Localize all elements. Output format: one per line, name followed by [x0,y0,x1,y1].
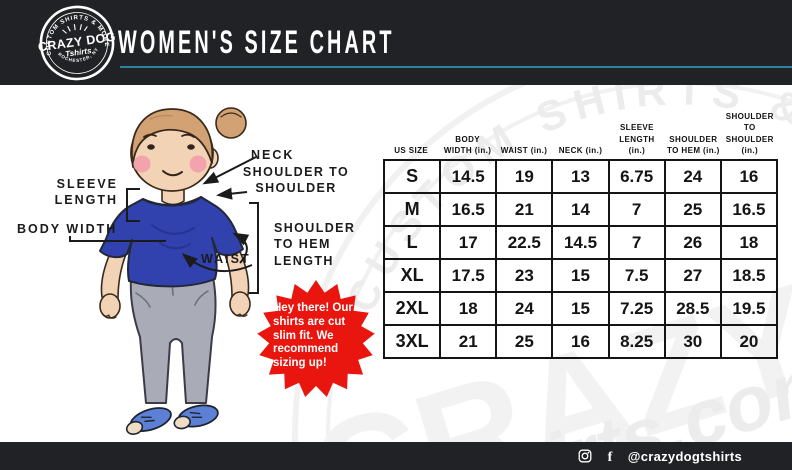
value-cell: 17 [440,226,497,259]
value-cell: 7.5 [608,259,665,292]
waist-arrow-left [181,253,253,272]
value-cell: 16.5 [440,193,497,226]
value-cell: 30 [664,325,721,358]
table-row: M 16.5 21 14 7 25 16.5 [384,193,777,226]
size-cell: S [384,160,441,193]
table-row: 2XL 18 24 15 7.25 28.5 19.5 [384,292,777,325]
svg-text:f: f [607,450,612,464]
size-cell: 3XL [384,325,441,358]
value-cell: 8.25 [608,325,665,358]
value-cell: 15 [552,259,609,292]
value-cell: 16.5 [720,193,777,226]
value-cell: 18.5 [720,259,777,292]
value-cell: 14 [552,193,609,226]
label-shoulder-to-shoulder: SHOULDER TO SHOULDER [242,165,350,196]
value-cell: 7 [608,193,665,226]
value-cell: 16 [720,160,777,193]
value-cell: 17.5 [440,259,497,292]
value-cell: 22.5 [496,226,553,259]
size-table-header: US SIZE BODY WIDTH (in.) WAIST (in.) NECK (… [383,108,778,156]
value-cell: 13 [552,160,609,193]
value-cell: 7 [608,226,665,259]
measurement-lines [69,156,259,294]
value-cell: 14.5 [552,226,609,259]
column-header: SHOULDER TO SHOULDER (in.) [725,112,774,155]
value-cell: 24 [496,292,553,325]
column-header: US SIZE [394,145,429,155]
value-cell: 25 [664,193,721,226]
title-underline [120,66,792,68]
table-row: XL 17.5 23 15 7.5 27 18.5 [384,259,777,292]
value-cell: 28.5 [664,292,721,325]
value-cell: 26 [664,226,721,259]
value-cell: 21 [440,325,497,358]
crazy-dog-logo: CUSTOM SHIRTS & MORE CRAZY DOG Tshirts R… [37,5,117,81]
value-cell: 19.5 [720,292,777,325]
value-cell: 23 [496,259,553,292]
footer-bar: f @crazydogtshirts [0,442,792,470]
value-cell: 14.5 [440,160,497,193]
value-cell: 27 [664,259,721,292]
size-cell: L [384,226,441,259]
table-row: S 14.5 19 13 6.75 24 16 [384,160,777,193]
value-cell: 24 [664,160,721,193]
label-waist: WAIST [201,252,251,266]
logo-rays-icon [62,24,88,34]
logo-script: Tshirts [65,46,93,59]
callout-text: Hey there! Our shirts are cut slim fit. … [273,302,353,370]
instagram-icon[interactable] [578,449,592,463]
neck-arrow [202,156,257,185]
facebook-icon[interactable]: f [605,449,615,464]
size-table: US SIZE BODY WIDTH (in.) WAIST (in.) NECK (… [383,108,778,359]
label-sleeve-length: SLEEVE LENGTH [54,177,118,208]
body-width-line [69,236,166,242]
table-row: L 17 22.5 14.5 7 26 18 [384,226,777,259]
label-neck: NECK [251,148,295,162]
header-bar: CUSTOM SHIRTS & MORE CRAZY DOG Tshirts R… [0,0,792,85]
size-cell: XL [384,259,441,292]
table-row: 3XL 21 25 16 8.25 30 20 [384,325,777,358]
woman-illustration [99,107,251,435]
value-cell: 25 [496,325,553,358]
shoulder-to-hem-bracket [249,202,259,294]
column-header: NECK (in.) [558,145,603,155]
sleeve-length-bracket [126,188,140,222]
value-cell: 7.25 [608,292,665,325]
value-cell: 18 [720,226,777,259]
size-cell: M [384,193,441,226]
label-body-width: BODY WIDTH [17,222,118,236]
size-cell: 2XL [384,292,441,325]
value-cell: 18 [440,292,497,325]
page-title: WOMEN'S SIZE CHART [118,24,395,60]
column-header: SLEEVE LENGTH (in.) [619,123,655,155]
value-cell: 21 [496,193,553,226]
value-cell: 6.75 [608,160,665,193]
label-shoulder-to-hem: SHOULDER TO HEM LENGTH [274,221,356,268]
waist-arrow-right [232,232,250,264]
value-cell: 19 [496,160,553,193]
column-header: BODY WIDTH (in.) [443,134,492,155]
column-header: WAIST (in.) [500,145,548,155]
value-cell: 20 [720,325,777,358]
value-cell: 16 [552,325,609,358]
value-cell: 15 [552,292,609,325]
size-table-body: S 14.5 19 13 6.75 24 16 M 16.5 21 14 7 25 16.5 L 17 22.5… [383,159,778,359]
shoulder-to-shoulder-arrow [216,187,248,200]
column-header: SHOULDER TO HEM (in.) [667,134,720,155]
social-handle[interactable]: @crazydogtshirts [627,448,742,464]
